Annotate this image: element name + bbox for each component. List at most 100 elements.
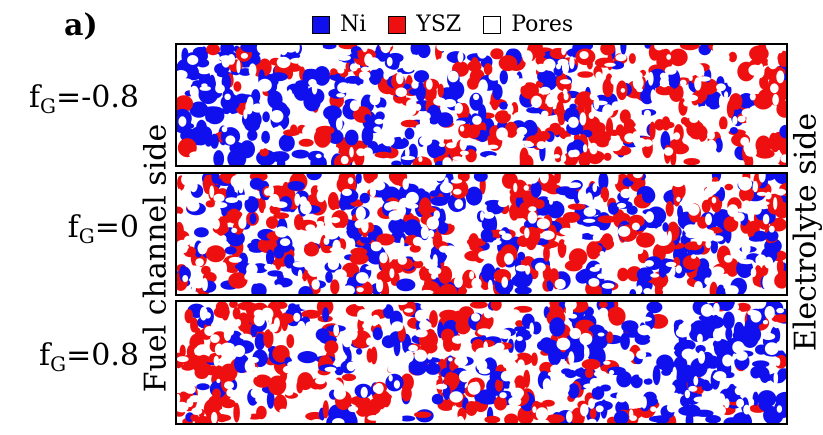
pore	[735, 350, 748, 361]
pore	[356, 287, 364, 293]
ysz-particle	[549, 268, 559, 284]
pore	[541, 110, 549, 118]
pore	[754, 302, 767, 309]
pore	[562, 364, 576, 369]
pore	[411, 80, 419, 89]
pore	[648, 71, 654, 86]
legend-label-ysz: YSZ	[416, 12, 462, 37]
pore	[484, 155, 498, 164]
pore	[493, 351, 508, 360]
pore	[556, 337, 571, 351]
ysz-particle	[490, 48, 504, 60]
pore	[366, 377, 372, 386]
ysz-particle	[553, 107, 566, 116]
pore	[631, 222, 640, 231]
pore	[727, 76, 734, 88]
pore	[516, 336, 523, 342]
pore	[684, 311, 697, 324]
pore	[666, 402, 677, 413]
pore	[457, 51, 464, 63]
pore	[583, 383, 597, 389]
pore	[404, 350, 414, 363]
pore	[780, 154, 786, 163]
pore	[245, 408, 252, 420]
pore	[366, 337, 375, 346]
pore	[660, 72, 667, 80]
pore	[425, 79, 433, 90]
pore	[681, 310, 686, 317]
ni-particle	[410, 45, 421, 56]
pore	[192, 279, 205, 289]
ni-particle	[662, 222, 669, 232]
pore	[221, 55, 231, 68]
pore	[488, 72, 500, 81]
pore	[569, 328, 582, 339]
pore	[180, 188, 191, 197]
ysz-particle	[612, 212, 631, 223]
pore	[349, 100, 360, 112]
ysz-particle	[457, 286, 468, 294]
pore	[336, 93, 345, 98]
ysz-particle	[177, 206, 184, 215]
ni-particle	[430, 196, 449, 206]
pore	[414, 349, 428, 362]
pore	[431, 273, 437, 280]
pore	[583, 207, 597, 217]
pore	[448, 357, 453, 362]
pore	[177, 393, 181, 404]
ni-particle	[530, 180, 542, 198]
pore	[402, 178, 409, 190]
ni-particle	[393, 338, 401, 357]
ni-particle	[396, 278, 416, 292]
ysz-particle	[438, 283, 458, 294]
ysz-particle	[774, 201, 786, 219]
ni-particle	[484, 199, 503, 207]
pore	[594, 264, 603, 269]
ysz-particle	[601, 233, 614, 249]
pore	[517, 359, 525, 370]
pore	[561, 61, 570, 74]
pore	[629, 409, 634, 419]
pore	[623, 351, 635, 362]
pore	[616, 391, 628, 403]
ysz-particle	[636, 232, 655, 248]
pore	[414, 174, 422, 185]
ysz-particle	[297, 372, 314, 391]
pore	[517, 140, 532, 145]
pore	[673, 392, 679, 398]
ni-particle	[204, 137, 213, 147]
pore	[566, 410, 573, 423]
ysz-particle	[584, 368, 594, 378]
ni-particle	[190, 65, 199, 80]
ysz-particle	[259, 148, 269, 157]
ysz-particle	[701, 199, 711, 213]
pore	[589, 92, 598, 101]
pore	[713, 302, 720, 314]
pore	[427, 230, 435, 238]
ysz-particle	[205, 200, 216, 208]
pore	[397, 255, 408, 265]
pore	[644, 260, 654, 267]
ni-particle	[288, 50, 297, 61]
pore	[390, 202, 399, 210]
pore	[414, 329, 428, 338]
pore	[419, 115, 430, 129]
ysz-particle	[606, 54, 613, 71]
ysz-particle	[190, 317, 199, 333]
pore	[335, 117, 343, 131]
pore	[764, 121, 774, 130]
pore	[264, 263, 274, 271]
pore	[340, 249, 347, 255]
ni-particle	[774, 174, 786, 185]
pore	[780, 338, 786, 343]
ysz-particle	[598, 302, 608, 308]
pore	[405, 103, 417, 116]
pore	[506, 104, 514, 115]
pore	[349, 146, 354, 158]
pore	[678, 323, 686, 335]
pore	[231, 227, 238, 234]
pore	[774, 188, 786, 196]
pore	[245, 100, 254, 115]
ni-particle	[591, 386, 605, 400]
pore	[311, 279, 320, 290]
